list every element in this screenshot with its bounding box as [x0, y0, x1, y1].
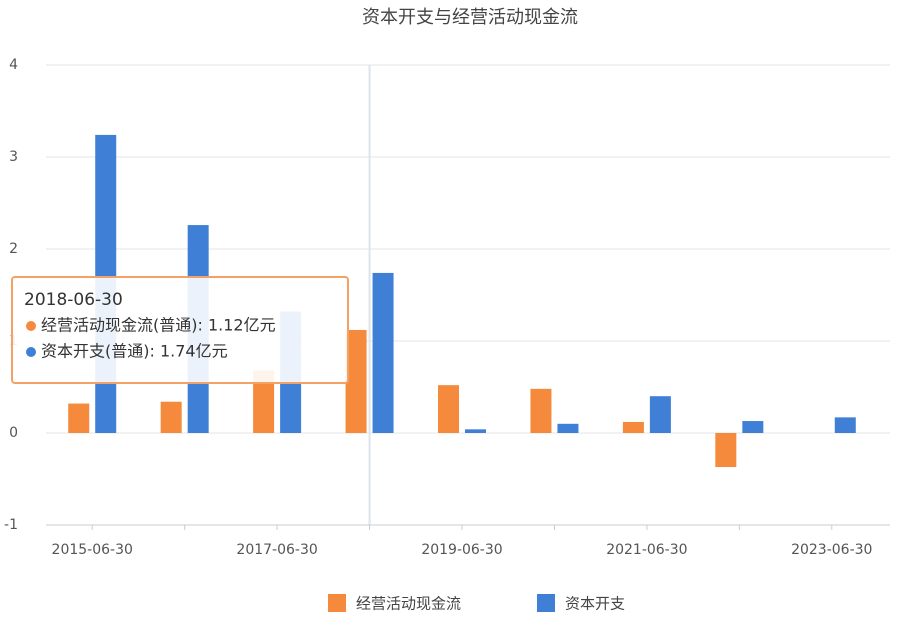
bar	[438, 385, 459, 433]
bar	[253, 370, 275, 433]
bar	[372, 272, 394, 433]
y-tick-label: -1	[4, 517, 18, 533]
legend-swatch	[328, 594, 346, 612]
bar	[345, 329, 367, 433]
bar	[715, 433, 737, 468]
y-tick-label: 3	[9, 149, 18, 165]
bar	[465, 429, 486, 433]
bar	[622, 421, 644, 433]
x-tick-label: 2015-06-30	[52, 542, 133, 558]
x-tick-label: 2019-06-30	[421, 542, 502, 558]
y-tick-label: 0	[9, 425, 18, 441]
tooltip-dot	[26, 347, 36, 357]
chart-title: 资本开支与经营活动现金流	[362, 7, 578, 28]
tooltip-box	[11, 276, 349, 384]
tooltip-title: 2018-06-30	[24, 290, 123, 310]
x-tick-label: 2017-06-30	[236, 542, 317, 558]
tooltip-dot	[26, 321, 36, 331]
x-tick-label: 2023-06-30	[791, 542, 872, 558]
bar	[557, 423, 579, 433]
bar	[834, 417, 856, 433]
bar	[742, 421, 764, 433]
legend-label: 资本开支	[565, 595, 625, 613]
bar	[530, 388, 552, 433]
legend-swatch	[537, 594, 555, 612]
legend-label: 经营活动现金流	[356, 595, 461, 613]
bar	[68, 403, 90, 433]
x-tick-label: 2021-06-30	[606, 542, 687, 558]
y-tick-label: 4	[9, 57, 18, 73]
tooltip-line: 资本开支(普通): 1.74亿元	[41, 342, 228, 361]
tooltip-line: 经营活动现金流(普通): 1.12亿元	[41, 316, 276, 335]
bar	[160, 401, 182, 433]
bar	[649, 396, 671, 433]
y-tick-label: 2	[9, 241, 18, 257]
